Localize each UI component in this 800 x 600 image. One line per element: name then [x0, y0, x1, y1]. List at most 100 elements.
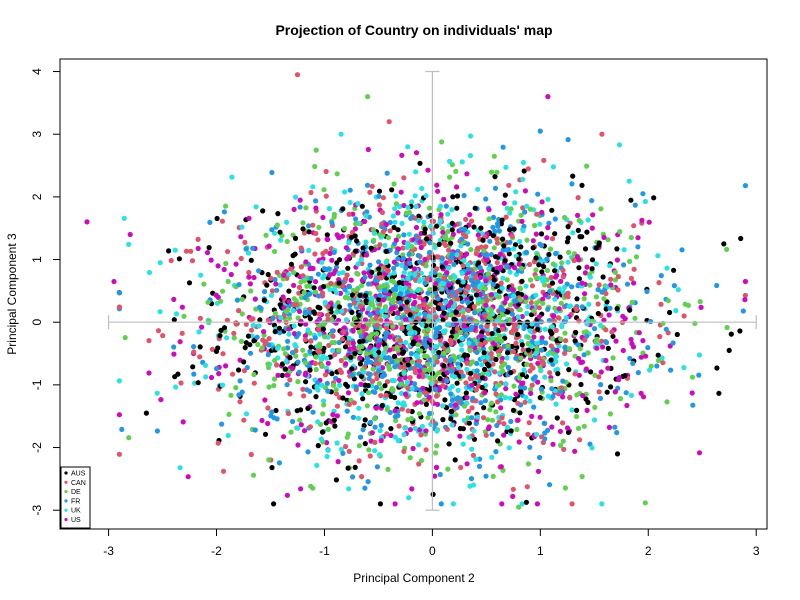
- data-point: [440, 281, 447, 287]
- data-point: [166, 248, 172, 254]
- data-point: [220, 468, 227, 474]
- data-point: [393, 193, 399, 199]
- data-point: [347, 302, 353, 308]
- data-point: [369, 269, 375, 275]
- data-point: [432, 450, 439, 456]
- data-point: [285, 338, 291, 344]
- data-point: [505, 350, 511, 356]
- data-point: [306, 229, 312, 235]
- data-point: [218, 298, 224, 304]
- data-point: [269, 288, 275, 294]
- data-point: [154, 428, 160, 434]
- data-point: [537, 128, 543, 134]
- data-point: [620, 347, 626, 354]
- reference-lines: [107, 70, 757, 511]
- data-point: [558, 336, 564, 342]
- data-point: [559, 260, 565, 266]
- data-point: [466, 420, 472, 426]
- data-point: [243, 321, 249, 327]
- data-point: [470, 395, 476, 401]
- data-point: [565, 259, 571, 265]
- data-point: [412, 425, 418, 431]
- data-point: [628, 197, 634, 203]
- data-point: [511, 383, 517, 389]
- data-point: [245, 250, 252, 256]
- data-point: [271, 376, 278, 382]
- data-point: [317, 341, 323, 347]
- data-point: [463, 234, 469, 240]
- data-point: [579, 280, 585, 286]
- data-point: [435, 401, 441, 407]
- data-point: [596, 242, 602, 248]
- data-point: [315, 443, 321, 449]
- data-point: [430, 306, 436, 313]
- data-point: [466, 434, 472, 440]
- data-point: [461, 257, 467, 263]
- data-point: [460, 279, 466, 285]
- data-point: [379, 403, 385, 409]
- data-point: [379, 221, 385, 227]
- data-point: [425, 361, 431, 367]
- data-point: [740, 308, 746, 314]
- data-point: [569, 407, 575, 413]
- data-point: [503, 386, 509, 392]
- x-tick-label: 0: [429, 544, 436, 558]
- data-point: [505, 343, 511, 349]
- data-point: [493, 391, 499, 397]
- data-point: [367, 189, 373, 195]
- data-point: [446, 265, 452, 271]
- data-point: [412, 369, 418, 376]
- data-point: [344, 397, 350, 403]
- data-point: [295, 315, 301, 321]
- data-point: [642, 500, 648, 506]
- x-axis-label: Principal Component 2: [353, 571, 475, 585]
- data-point: [561, 284, 568, 290]
- data-point: [239, 296, 245, 302]
- data-point: [343, 443, 349, 450]
- data-point: [333, 320, 339, 326]
- data-point: [433, 393, 440, 399]
- data-point: [530, 245, 536, 251]
- data-point: [202, 362, 209, 368]
- data-point: [243, 411, 250, 417]
- data-point: [292, 342, 298, 348]
- data-point: [372, 352, 378, 358]
- data-point: [477, 456, 483, 462]
- data-point: [471, 224, 477, 230]
- data-point: [402, 391, 409, 397]
- y-tick-label: 2: [30, 193, 44, 200]
- data-point: [382, 383, 388, 389]
- data-point: [557, 254, 563, 260]
- data-point: [181, 313, 187, 319]
- data-point: [274, 287, 280, 293]
- data-point: [383, 221, 389, 227]
- data-point: [391, 353, 398, 359]
- data-point: [373, 405, 379, 411]
- data-point: [359, 373, 365, 379]
- data-point: [344, 272, 350, 278]
- data-point: [341, 226, 348, 232]
- data-point: [383, 330, 389, 337]
- data-point: [177, 339, 183, 345]
- data-point: [403, 280, 409, 286]
- x-tick-label: -3: [103, 544, 114, 558]
- legend-label: UK: [71, 508, 81, 515]
- data-point: [208, 374, 215, 381]
- data-point: [468, 277, 474, 283]
- data-point: [515, 417, 521, 423]
- data-point: [259, 345, 265, 351]
- data-point: [329, 220, 335, 226]
- data-point: [383, 392, 389, 398]
- data-point: [346, 448, 352, 454]
- data-point: [176, 256, 182, 262]
- data-point: [84, 219, 90, 225]
- data-point: [292, 235, 299, 241]
- data-point: [349, 292, 355, 298]
- data-point: [549, 207, 555, 213]
- data-point: [392, 414, 398, 420]
- data-point: [350, 340, 356, 346]
- data-point: [430, 349, 437, 355]
- data-point: [376, 271, 383, 277]
- data-point: [269, 409, 275, 415]
- data-point: [566, 367, 572, 373]
